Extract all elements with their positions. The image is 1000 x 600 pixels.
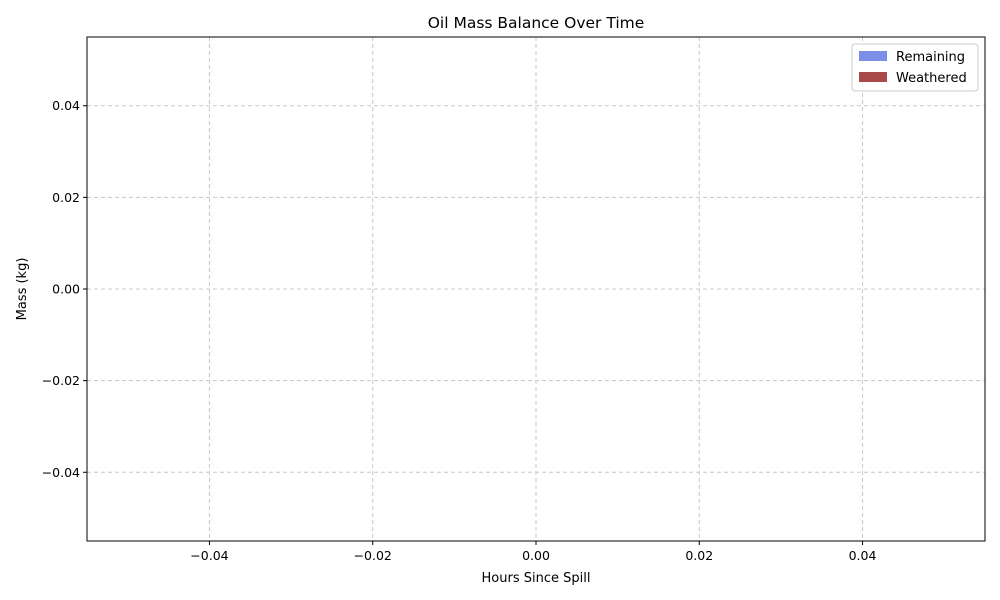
legend-label: Remaining	[896, 50, 965, 65]
legend: Remaining Weathered	[851, 43, 979, 92]
y-tick-label: 0.04	[52, 98, 80, 113]
chart-title: Oil Mass Balance Over Time	[428, 14, 645, 32]
x-tick-label: −0.02	[354, 548, 392, 563]
legend-swatch	[859, 51, 887, 61]
y-tick-label: −0.02	[42, 373, 80, 388]
grid	[87, 37, 985, 541]
y-tick-label: 0.02	[52, 190, 80, 205]
legend-label: Weathered	[896, 71, 967, 86]
x-tick-label: 0.04	[849, 548, 877, 563]
y-tick-label: −0.04	[42, 465, 80, 480]
legend-swatch	[859, 72, 887, 82]
x-tick-label: 0.00	[522, 548, 550, 563]
axis-ticks: −0.04 −0.02 0.00 0.02 0.04 −0.04 −0.02 0.00 0.02…	[42, 98, 877, 563]
y-tick-label: 0.00	[52, 282, 80, 297]
x-tick-label: −0.04	[190, 548, 228, 563]
y-axis-title: Mass (kg)	[15, 258, 30, 321]
x-tick-label: 0.02	[685, 548, 713, 563]
x-axis-title: Hours Since Spill	[482, 571, 591, 586]
